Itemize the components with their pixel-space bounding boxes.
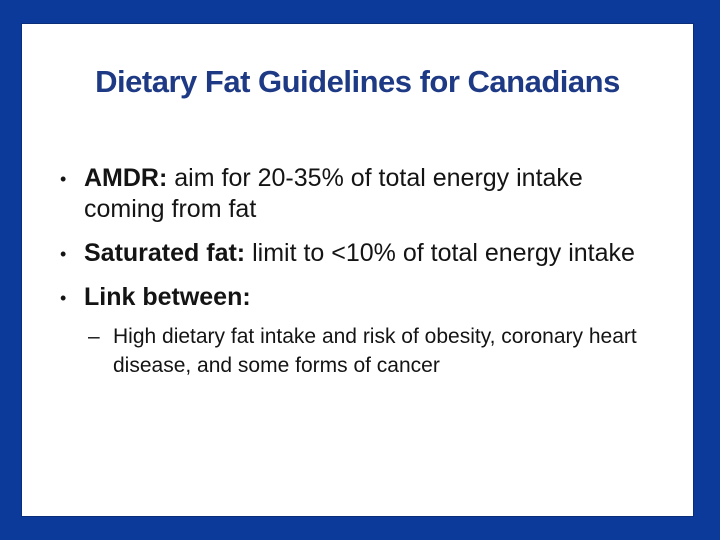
bullet-item-link-between: • Link between: — [59, 282, 656, 313]
sub-bullet-item-risks: – High dietary fat intake and risk of obe… — [88, 322, 658, 380]
bullet-dot-icon: • — [60, 288, 67, 308]
slide-content-panel: Dietary Fat Guidelines for Canadians • AM… — [21, 23, 694, 517]
bullet-text: limit to <10% of total energy intake — [245, 239, 635, 267]
bullet-lead: Link between: — [84, 283, 251, 311]
slide-body: • AMDR: aim for 20-35% of total energy in… — [59, 163, 664, 380]
dash-icon: – — [88, 325, 100, 348]
bullet-lead: Saturated fat: — [84, 239, 246, 267]
bullet-lead: AMDR: — [84, 164, 168, 192]
bullet-text: aim for 20-35% of total energy intake co… — [84, 164, 583, 223]
bullet-item-amdr: • AMDR: aim for 20-35% of total energy in… — [59, 163, 656, 225]
bullet-item-saturated-fat: • Saturated fat: limit to <10% of total e… — [59, 238, 656, 269]
slide-title: Dietary Fat Guidelines for Canadians — [95, 64, 620, 99]
bullet-dot-icon: • — [60, 244, 67, 264]
sub-bullet-text: High dietary fat intake and risk of obes… — [113, 325, 637, 377]
bullet-dot-icon: • — [60, 169, 67, 189]
